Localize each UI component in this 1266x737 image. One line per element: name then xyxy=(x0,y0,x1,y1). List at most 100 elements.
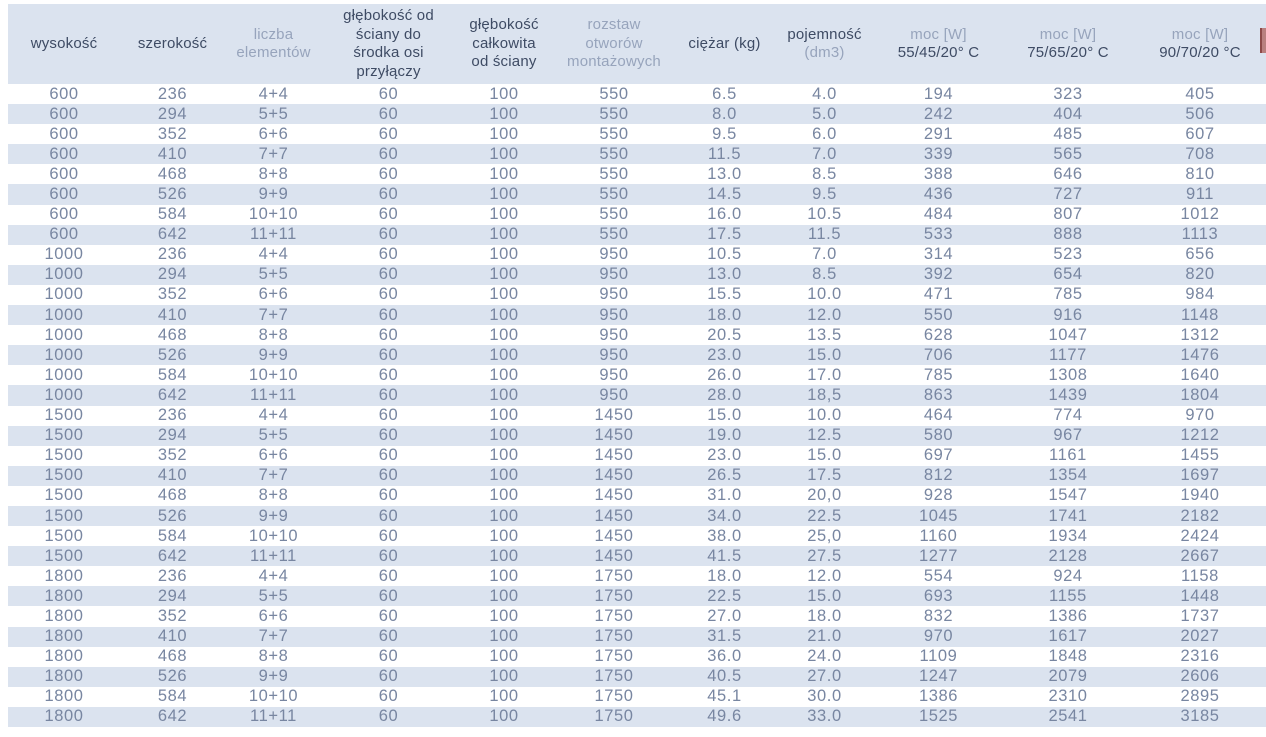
cell-glebokosc-calkowita: 100 xyxy=(489,164,519,183)
cell-moc-75-65-20: 2541 xyxy=(1048,707,1088,726)
cell-moc-90-70-20: 1212 xyxy=(1180,426,1220,445)
cell-rozstaw-otworow: 550 xyxy=(599,124,629,143)
cell-liczba-elementow: 5+5 xyxy=(258,265,289,284)
cell-glebokosc-przylaczy: 60 xyxy=(378,285,399,304)
column-header-line: 75/65/20° C xyxy=(1027,44,1109,61)
table-header: wysokość szerokość liczba elementów głębokoś… xyxy=(8,4,1266,84)
cell-rozstaw-otworow: 1750 xyxy=(594,627,634,646)
cell-moc-55-45-20: 464 xyxy=(923,406,954,425)
cell-moc-75-65-20: 1155 xyxy=(1049,586,1087,605)
cell-wysokosc: 1000 xyxy=(44,385,84,404)
cell-moc-75-65-20: 404 xyxy=(1053,104,1083,123)
cell-wysokosc: 1800 xyxy=(44,586,84,605)
cell-pojemnosc: 18.0 xyxy=(807,606,842,625)
cell-liczba-elementow: 4+4 xyxy=(258,566,289,585)
column-header-line: 90/70/20 °C xyxy=(1159,44,1241,61)
cell-pojemnosc: 15.0 xyxy=(807,586,842,605)
cell-ciezar: 45.1 xyxy=(707,687,742,706)
cell-moc-75-65-20: 1177 xyxy=(1049,345,1087,364)
table-row: 1000 468 8+8 60 100 950 20.5 13.5 628 1047 1312 xyxy=(8,325,1266,346)
cell-ciezar: 41.5 xyxy=(707,546,742,565)
cell-glebokosc-przylaczy: 60 xyxy=(378,325,399,344)
cell-szerokosc: 584 xyxy=(157,687,188,706)
cell-pojemnosc: 30.0 xyxy=(807,687,842,706)
table-row: 600 294 5+5 60 100 550 8.0 5.0 242 404 506 xyxy=(8,104,1266,125)
cell-ciezar: 15.0 xyxy=(707,406,742,425)
cell-glebokosc-calkowita: 100 xyxy=(489,285,519,304)
cell-moc-90-70-20: 1640 xyxy=(1180,365,1220,384)
table-body: 600 236 4+4 60 100 550 6.5 4.0 194 323 405 600 294 5+… xyxy=(8,84,1266,727)
cell-pojemnosc: 6.0 xyxy=(812,124,837,143)
column-header-line: moc [W] xyxy=(1171,25,1229,43)
cell-moc-75-65-20: 1386 xyxy=(1048,606,1088,625)
cell-glebokosc-przylaczy: 60 xyxy=(378,406,399,425)
table-row: 1800 468 8+8 60 100 1750 36.0 24.0 1109 1848 2316 xyxy=(8,646,1266,667)
cell-ciezar: 31.0 xyxy=(707,486,742,505)
cell-moc-55-45-20: 314 xyxy=(923,245,954,264)
cell-moc-75-65-20: 1308 xyxy=(1048,365,1088,384)
cell-moc-90-70-20: 2606 xyxy=(1180,667,1220,686)
cell-liczba-elementow: 4+4 xyxy=(258,406,289,425)
cell-ciezar: 40.5 xyxy=(707,667,742,686)
cell-glebokosc-przylaczy: 60 xyxy=(378,345,399,364)
cell-moc-55-45-20: 1247 xyxy=(918,667,959,686)
cell-glebokosc-przylaczy: 60 xyxy=(378,647,399,666)
cell-wysokosc: 600 xyxy=(49,84,79,103)
cell-glebokosc-calkowita: 100 xyxy=(489,305,519,324)
cell-moc-55-45-20: 628 xyxy=(923,325,954,344)
cell-moc-55-45-20: 928 xyxy=(923,486,954,505)
cell-ciezar: 28.0 xyxy=(707,385,742,404)
cell-rozstaw-otworow: 550 xyxy=(599,104,629,123)
cell-ciezar: 18.0 xyxy=(707,566,742,585)
cell-moc-75-65-20: 888 xyxy=(1053,225,1083,244)
cell-moc-75-65-20: 1547 xyxy=(1048,486,1088,505)
cell-szerokosc: 410 xyxy=(157,466,188,485)
cell-liczba-elementow: 5+5 xyxy=(258,586,289,605)
cell-glebokosc-przylaczy: 60 xyxy=(378,667,399,686)
column-header-szerokosc: szerokość xyxy=(120,4,225,84)
cell-pojemnosc: 13.5 xyxy=(807,325,842,344)
cell-glebokosc-calkowita: 100 xyxy=(489,647,519,666)
cell-glebokosc-calkowita: 100 xyxy=(489,606,519,625)
cell-liczba-elementow: 9+9 xyxy=(258,185,289,204)
cell-moc-90-70-20: 2895 xyxy=(1180,687,1220,706)
cell-glebokosc-calkowita: 100 xyxy=(489,225,519,244)
cell-szerokosc: 642 xyxy=(157,707,188,726)
column-header-line: moc [W] xyxy=(1039,25,1097,43)
cell-moc-55-45-20: 392 xyxy=(923,265,954,284)
cell-szerokosc: 642 xyxy=(157,225,188,244)
cell-pojemnosc: 12.0 xyxy=(807,566,842,585)
cell-glebokosc-calkowita: 100 xyxy=(489,124,519,143)
cell-liczba-elementow: 7+7 xyxy=(258,466,289,485)
cell-szerokosc: 410 xyxy=(157,627,188,646)
cell-szerokosc: 526 xyxy=(157,185,188,204)
cell-ciezar: 23.0 xyxy=(707,446,742,465)
cell-rozstaw-otworow: 1750 xyxy=(594,687,634,706)
cell-moc-55-45-20: 550 xyxy=(923,305,954,324)
cell-szerokosc: 584 xyxy=(157,205,188,224)
cell-wysokosc: 1500 xyxy=(44,546,84,565)
cell-ciezar: 9.5 xyxy=(712,124,737,143)
cell-moc-75-65-20: 654 xyxy=(1053,265,1083,284)
column-header-wysokosc: wysokość xyxy=(8,4,120,84)
cell-glebokosc-przylaczy: 60 xyxy=(378,185,399,204)
cell-wysokosc: 1000 xyxy=(44,305,84,324)
cell-liczba-elementow: 9+9 xyxy=(258,345,289,364)
cell-liczba-elementow: 7+7 xyxy=(258,627,289,646)
column-header-line: ściany do xyxy=(355,25,422,43)
cell-rozstaw-otworow: 1450 xyxy=(594,406,634,425)
cell-pojemnosc: 7.0 xyxy=(812,245,837,264)
cell-glebokosc-calkowita: 100 xyxy=(489,486,519,505)
cell-rozstaw-otworow: 1750 xyxy=(594,647,634,666)
cell-moc-90-70-20: 2316 xyxy=(1180,647,1220,666)
cell-wysokosc: 600 xyxy=(49,144,79,163)
cell-pojemnosc: 21.0 xyxy=(807,627,842,646)
cell-wysokosc: 1500 xyxy=(44,486,84,505)
column-header-line: elementów xyxy=(236,44,311,61)
cell-rozstaw-otworow: 550 xyxy=(599,205,629,224)
cell-moc-90-70-20: 405 xyxy=(1185,84,1215,103)
table-row: 1500 410 7+7 60 100 1450 26.5 17.5 812 1354 1697 xyxy=(8,465,1266,486)
cell-wysokosc: 1000 xyxy=(44,325,84,344)
column-header-line: moc [W] xyxy=(910,25,967,43)
